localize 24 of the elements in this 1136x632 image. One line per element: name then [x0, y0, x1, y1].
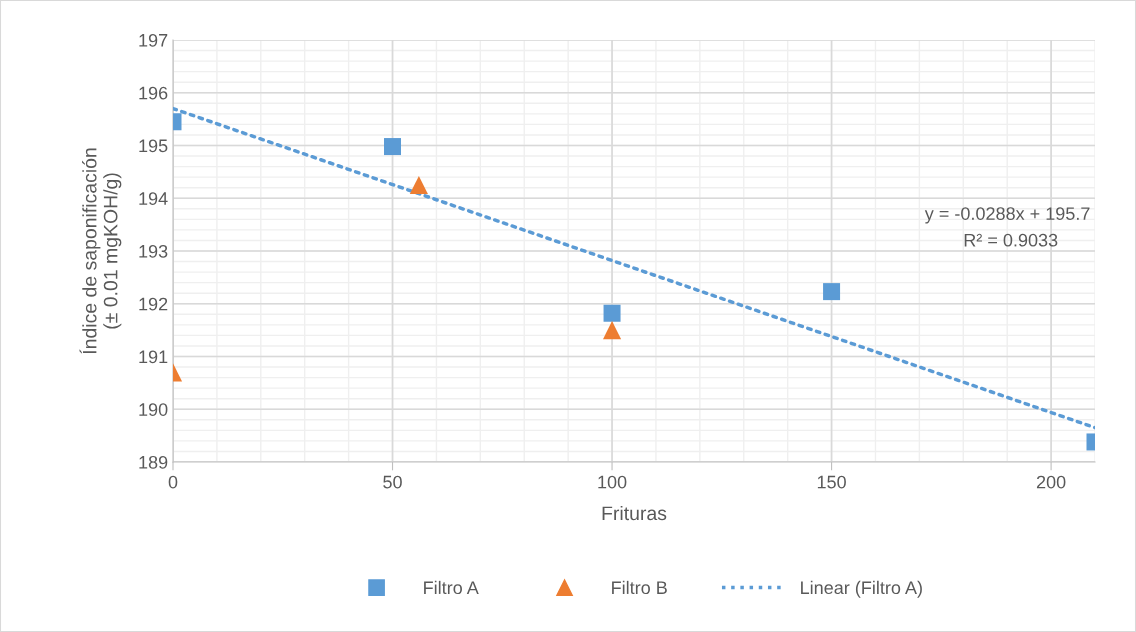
- y-tick-label: 189: [139, 455, 168, 469]
- x-tick-label: 150: [817, 475, 846, 489]
- y-tick-label: 190: [139, 403, 168, 416]
- annotation: R² = 0.9033: [964, 233, 1058, 247]
- x-axis-title: Frituras: [602, 505, 667, 521]
- y-tick-label: 192: [139, 297, 168, 311]
- y-tick-label: 195: [139, 139, 168, 153]
- legend-label: Linear (Filtro A): [801, 580, 922, 598]
- y-tick-label: 194: [139, 192, 168, 205]
- point: [384, 138, 402, 156]
- y-tick-label: 197: [139, 33, 168, 47]
- y-axis-title: Índice de saponificación (± 0.01 mgKOH/g): [79, 148, 122, 354]
- x-tick-label: 50: [383, 475, 402, 489]
- annotation: y = -0.0288x + 195.7: [924, 207, 1090, 224]
- y-tick-label: 191: [139, 350, 168, 364]
- point: [602, 321, 622, 340]
- legend-label: Filtro B: [612, 580, 667, 595]
- point: [603, 304, 621, 322]
- x-tick-label: 200: [1036, 475, 1066, 489]
- x-tick-label: 0: [168, 475, 178, 489]
- y-tick-label: 196: [139, 86, 168, 100]
- x-tick-label: 100: [598, 475, 627, 489]
- legend-label: Filtro A: [424, 580, 479, 595]
- y-tick-label: 193: [139, 244, 168, 258]
